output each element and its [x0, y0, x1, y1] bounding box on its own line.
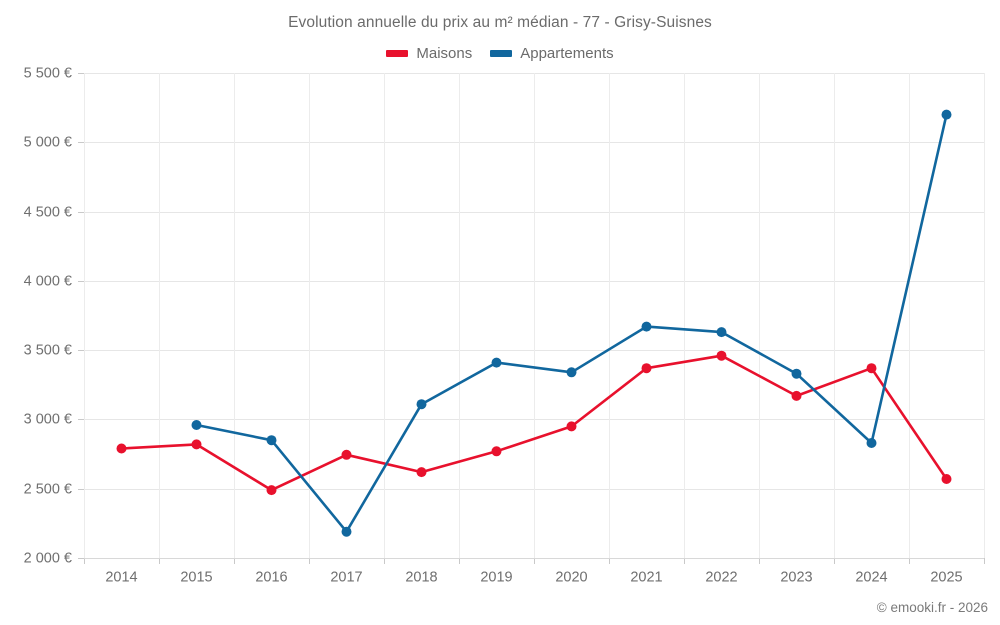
data-point-maisons[interactable] — [491, 446, 502, 457]
x-tick-label: 2015 — [180, 570, 212, 586]
x-tick-label: 2021 — [630, 570, 662, 586]
data-point-appartements[interactable] — [941, 109, 952, 120]
data-point-appartements[interactable] — [791, 368, 802, 379]
data-point-appartements[interactable] — [191, 420, 202, 430]
data-point-maisons[interactable] — [716, 350, 727, 361]
data-point-maisons[interactable] — [566, 421, 577, 432]
data-point-maisons[interactable] — [266, 485, 277, 496]
y-tick-label: 5 500 € — [24, 65, 72, 81]
x-tick-label: 2019 — [480, 570, 512, 586]
legend-swatch-appartements — [490, 50, 513, 57]
data-point-appartements[interactable] — [716, 327, 727, 338]
chart-legend: Maisons Appartements — [0, 45, 1000, 62]
chart-title: Evolution annuelle du prix au m² médian … — [288, 14, 712, 31]
x-tick-label: 2020 — [555, 570, 587, 586]
data-point-appartements[interactable] — [641, 321, 652, 332]
y-tick-label: 2 500 € — [24, 481, 72, 497]
x-tick-label: 2022 — [705, 570, 737, 586]
x-tick-label: 2025 — [930, 570, 962, 586]
y-tick-label: 3 500 € — [24, 342, 72, 358]
x-axis-labels: 2014 2015 2016 2017 2018 2019 2020 2021 2022 2023… — [105, 570, 962, 586]
y-tick-label: 4 500 € — [24, 204, 72, 220]
data-point-maisons[interactable] — [791, 390, 802, 401]
legend-swatch-maisons — [386, 50, 409, 57]
data-point-appartements[interactable] — [566, 367, 577, 378]
legend-item-appartements[interactable]: Appartements — [490, 45, 614, 62]
data-series — [116, 109, 952, 537]
y-tick-label: 2 000 € — [24, 550, 72, 566]
legend-label-maisons: Maisons — [416, 45, 473, 62]
series-line-maisons — [120, 354, 948, 492]
data-point-appartements[interactable] — [266, 435, 277, 446]
data-point-maisons[interactable] — [641, 363, 652, 374]
data-point-appartements[interactable] — [416, 399, 427, 410]
x-tick-label: 2017 — [330, 570, 362, 586]
x-tick-label: 2018 — [405, 570, 437, 586]
data-point-maisons[interactable] — [866, 363, 877, 374]
x-tick-label: 2023 — [780, 570, 812, 586]
data-point-appartements[interactable] — [866, 438, 877, 448]
legend-item-maisons[interactable]: Maisons — [386, 45, 472, 62]
y-tick-label: 3 000 € — [24, 411, 72, 427]
x-tick-label: 2024 — [855, 570, 887, 586]
data-point-maisons[interactable] — [116, 443, 127, 454]
data-point-maisons[interactable] — [416, 467, 427, 478]
y-tick-label: 5 000 € — [24, 134, 72, 150]
x-tick-label: 2014 — [105, 570, 137, 586]
y-tick-label: 4 000 € — [24, 273, 72, 289]
axis-tickmarks — [78, 73, 985, 564]
credit-text: © emooki.fr - 2026 — [876, 600, 988, 615]
data-point-maisons[interactable] — [341, 449, 352, 460]
y-axis-labels: 2 000 € 2 500 € 3 000 € 3 500 € 4 000 € 4 500… — [24, 65, 72, 566]
legend-label-appartements: Appartements — [520, 45, 614, 62]
vertical-gridlines — [84, 73, 985, 558]
data-point-maisons[interactable] — [191, 439, 202, 450]
data-point-maisons[interactable] — [941, 474, 952, 484]
x-tick-label: 2016 — [255, 570, 287, 586]
data-point-appartements[interactable] — [491, 357, 502, 368]
data-point-appartements[interactable] — [341, 526, 352, 537]
